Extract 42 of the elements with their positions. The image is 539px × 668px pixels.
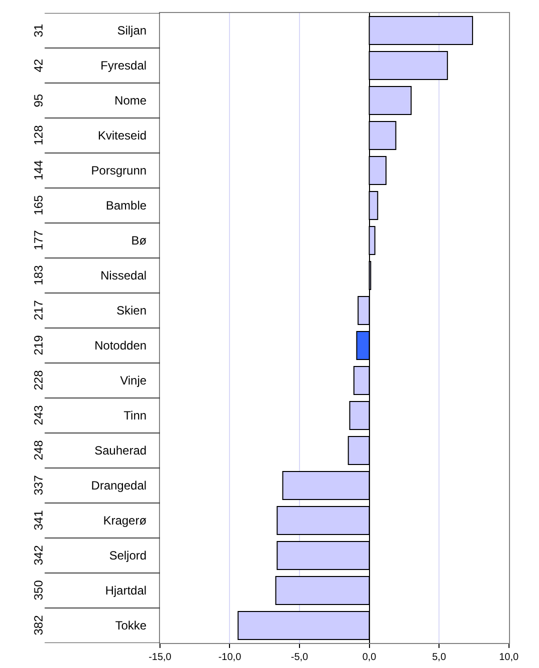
y-tick-label: Drangedal <box>91 478 147 493</box>
y-tick-label: Kragerø <box>103 514 148 528</box>
y-tick-label: Notodden <box>94 338 147 353</box>
text: 243 <box>31 404 46 426</box>
text: 228 <box>31 370 46 390</box>
y-tick-label: Kviteseid <box>98 128 147 143</box>
y-tick-label: Nissedal <box>100 268 147 283</box>
text: 165 <box>31 194 46 216</box>
y-tick-label: Fyresdal <box>100 58 147 73</box>
text: 95 <box>31 94 46 108</box>
x-tick-label: 5,0 <box>432 652 446 663</box>
y-tick-label: Porsgrunn <box>91 164 147 178</box>
y-tick-label: Siljan <box>117 24 147 38</box>
text: 42 <box>31 58 46 72</box>
x-tick-label: -15,0 <box>148 652 172 663</box>
text: 341 <box>31 510 46 530</box>
y-tick-label: Vinje <box>120 374 147 388</box>
text: 382 <box>31 614 46 636</box>
y-tick-label: Tinn <box>124 408 147 423</box>
x-tick-label: 10,0 <box>499 652 519 663</box>
text: 342 <box>31 544 46 566</box>
y-tick-label: Nome <box>114 94 147 108</box>
text: 183 <box>31 264 46 286</box>
text: 219 <box>31 334 46 356</box>
text: 337 <box>31 474 46 496</box>
text: 177 <box>31 230 46 250</box>
y-tick-label: Sauherad <box>94 444 147 458</box>
text: 217 <box>31 300 46 320</box>
text: 128 <box>31 124 46 146</box>
x-tick-label: 0,0 <box>362 652 377 663</box>
y-tick-label: Skien <box>116 304 147 318</box>
text: 350 <box>31 580 46 600</box>
y-tick-label: Hjartdal <box>105 584 147 598</box>
text: 248 <box>31 440 46 460</box>
y-tick-label: Bamble <box>106 198 147 213</box>
y-tick-label: Tokke <box>115 618 147 633</box>
x-tick-label: -10,0 <box>218 652 242 663</box>
x-tick-label: -5,0 <box>290 652 309 663</box>
y-tick-label: Seljord <box>109 548 147 563</box>
text: 144 <box>31 160 46 180</box>
y-tick-label: Bø <box>131 234 148 248</box>
text: 31 <box>31 24 46 38</box>
